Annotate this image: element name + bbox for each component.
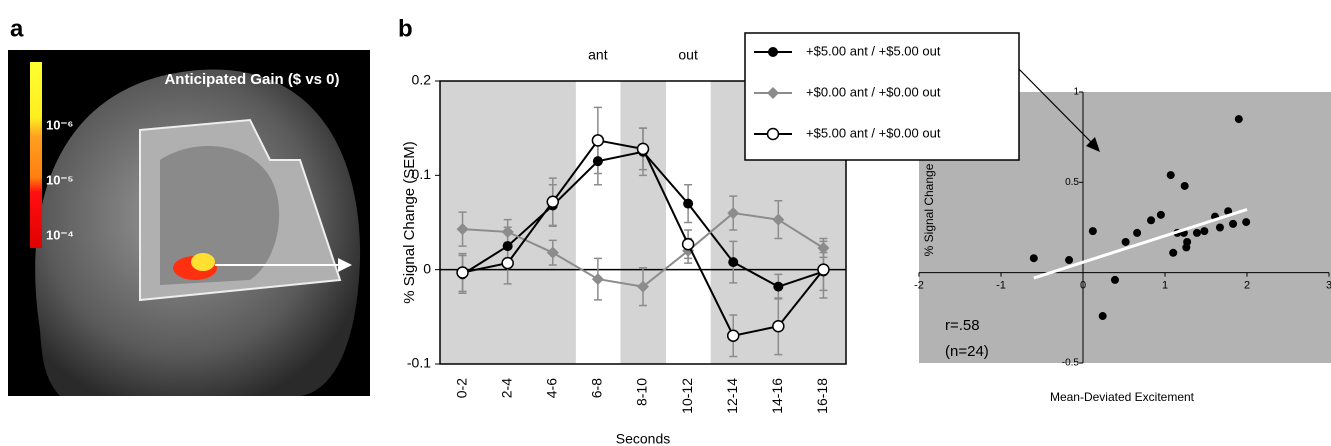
point	[1065, 256, 1073, 264]
point	[1200, 227, 1208, 235]
marker	[818, 264, 829, 275]
point	[1167, 171, 1175, 179]
y-tick-label: 0.2	[412, 72, 432, 88]
y-tick-label: -0.1	[407, 355, 431, 371]
marker	[592, 135, 603, 146]
y-axis-label: % Signal Change (SEM)	[401, 141, 418, 304]
marker	[503, 241, 513, 251]
y-axis-label: % Signal Change	[922, 163, 936, 256]
annotation: r=.58	[945, 317, 980, 334]
point	[1133, 229, 1141, 237]
brain-image	[8, 50, 370, 396]
point	[1235, 115, 1243, 123]
annotation: out	[678, 47, 698, 63]
marker	[683, 199, 693, 209]
point	[1099, 312, 1107, 320]
y-tick-label: 0.5	[1065, 177, 1079, 188]
legend-label: +$5.00 ant / +$5.00 out	[806, 43, 941, 58]
legend-marker	[768, 129, 779, 140]
x-tick-label: 2-4	[498, 378, 514, 398]
point	[1229, 220, 1237, 228]
point	[1182, 243, 1190, 251]
point	[1169, 249, 1177, 257]
image-title: Anticipated Gain ($ vs 0)	[164, 71, 339, 88]
marker	[683, 239, 694, 250]
shaded-band	[620, 81, 666, 364]
point	[1089, 227, 1097, 235]
marker	[728, 257, 738, 267]
x-tick-label: 16-18	[814, 378, 830, 414]
point	[1111, 276, 1119, 284]
colorbar-label: 10⁻⁵	[46, 172, 73, 187]
point	[1157, 211, 1165, 219]
y-tick-label: -0.5	[1062, 358, 1080, 369]
x-tick-label: 10-12	[679, 378, 695, 414]
marker	[773, 282, 783, 292]
panel-label: a	[10, 15, 24, 42]
marker	[592, 273, 604, 285]
point	[1030, 254, 1038, 262]
annotation: ant	[588, 47, 608, 63]
x-axis-label: Mean-Deviated Excitement	[1050, 390, 1195, 404]
x-axis-label: Seconds	[616, 431, 670, 446]
point	[1122, 238, 1130, 246]
colorbar-label: 10⁻⁶	[46, 117, 73, 132]
x-tick-label: 14-16	[769, 378, 785, 414]
x-tick-label: 6-8	[589, 378, 605, 398]
point	[1193, 229, 1201, 237]
marker	[728, 330, 739, 341]
x-tick-label: 4-6	[543, 378, 559, 398]
marker	[593, 156, 603, 166]
x-tick-label: 0-2	[453, 378, 469, 398]
point	[1181, 182, 1189, 190]
x-tick-label: 0	[1080, 280, 1086, 292]
point	[1242, 218, 1250, 226]
y-tick-label: 0	[423, 260, 431, 276]
y-tick-label: 1	[1073, 87, 1079, 98]
marker	[773, 321, 784, 332]
x-tick-label: 12-14	[724, 378, 740, 414]
annotation: (n=24)	[945, 343, 989, 360]
x-tick-label: 3	[1326, 280, 1331, 292]
x-tick-label: 8-10	[634, 378, 650, 406]
marker	[502, 258, 513, 269]
figure: Anticipated Gain ($ vs 0) 10⁻⁶ 10⁻⁵ 10⁻⁴…	[0, 0, 1331, 446]
colorbar-label: 10⁻⁴	[46, 227, 74, 242]
x-tick-label: -1	[996, 280, 1006, 292]
marker	[547, 196, 558, 207]
x-tick-label: -2	[914, 280, 924, 292]
x-tick-label: 2	[1244, 280, 1250, 292]
marker	[457, 267, 468, 278]
legend-marker	[768, 47, 778, 57]
point	[1147, 216, 1155, 224]
panel-label: b	[398, 15, 413, 42]
legend-label: +$5.00 ant / +$0.00 out	[806, 125, 941, 140]
legend-label: +$0.00 ant / +$0.00 out	[806, 84, 941, 99]
x-tick-label: 1	[1162, 280, 1168, 292]
marker	[638, 143, 649, 154]
point	[1216, 224, 1224, 232]
